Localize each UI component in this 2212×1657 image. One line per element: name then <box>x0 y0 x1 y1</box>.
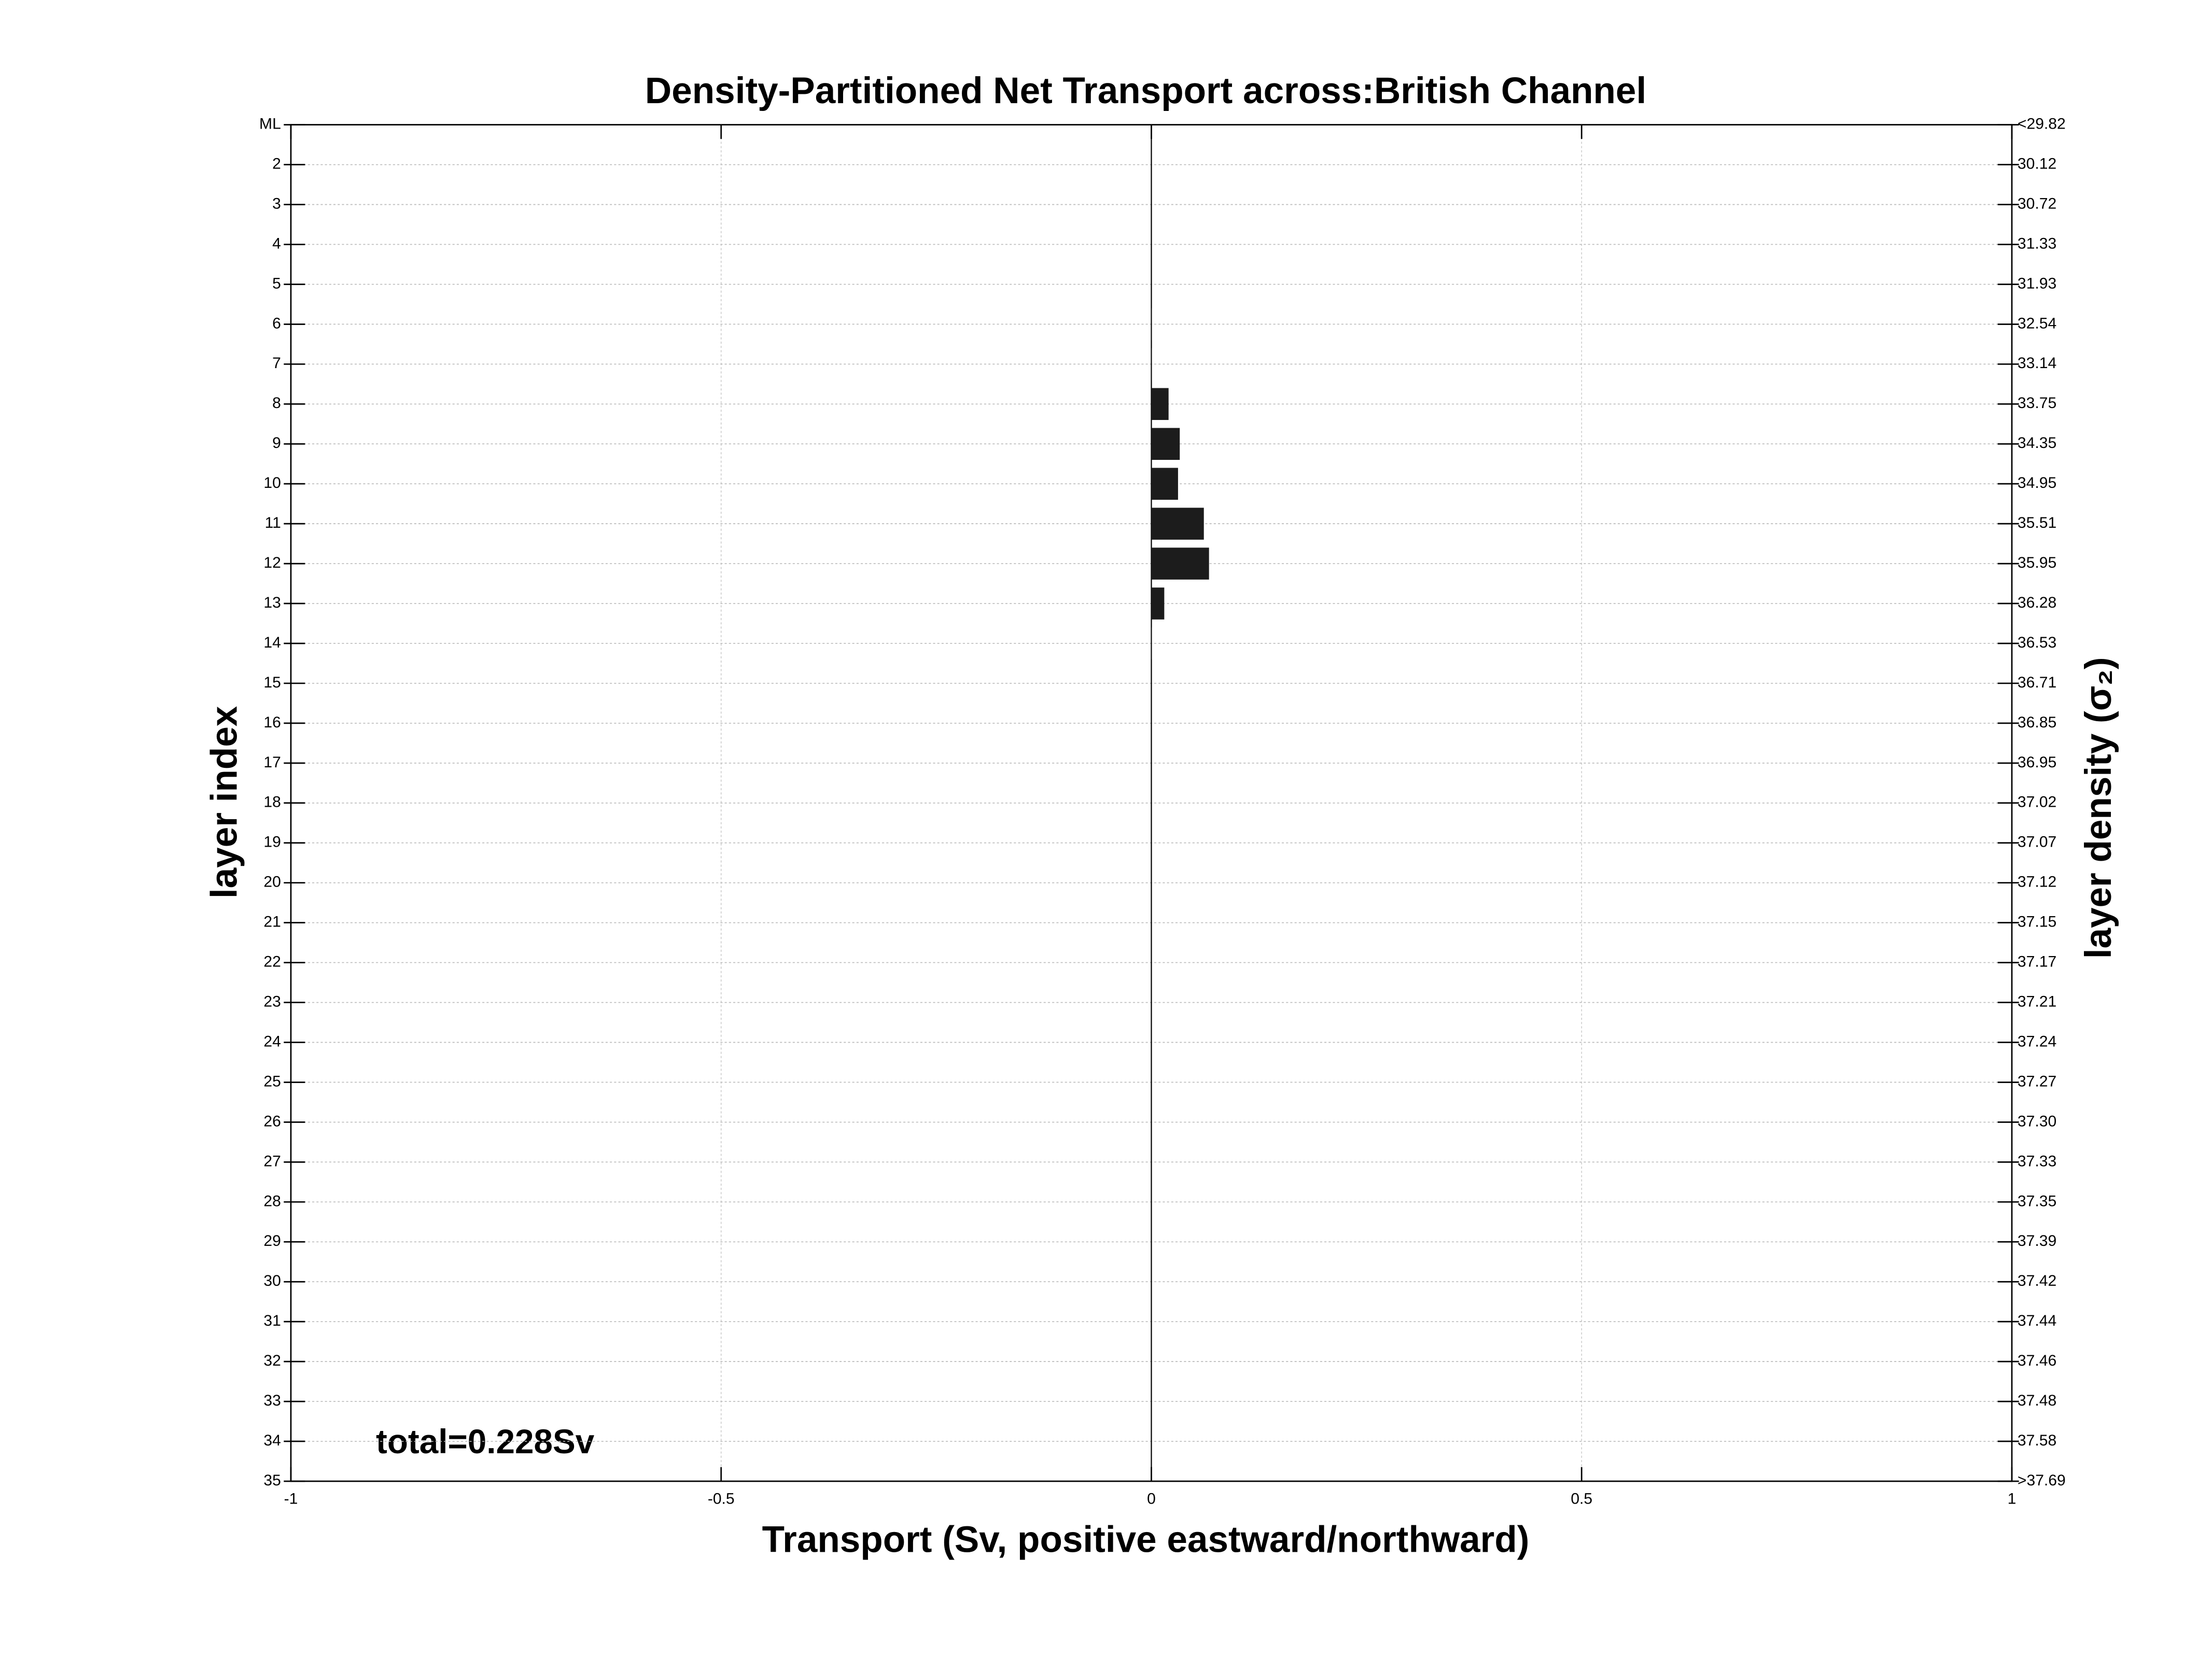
y-tick-label: 22 <box>263 953 281 971</box>
y-tick-label: 21 <box>263 914 281 931</box>
y2-tick-label: 37.02 <box>2018 794 2056 811</box>
y2-tick-label: 36.71 <box>2018 674 2056 691</box>
bar <box>1151 428 1180 460</box>
y2-tick-label: 37.07 <box>2018 834 2056 851</box>
y-tick-label: 24 <box>263 1033 281 1050</box>
y2-tick-label: 35.95 <box>2018 554 2056 571</box>
bar <box>1151 468 1178 500</box>
y2-tick-label: 37.15 <box>2018 914 2056 931</box>
y-tick-label: 20 <box>263 874 281 891</box>
bar <box>1151 348 1152 381</box>
y2-tick-label: 37.44 <box>2018 1312 2056 1329</box>
y2-tick-label: 37.48 <box>2018 1392 2056 1409</box>
y2-tick-label: 37.27 <box>2018 1073 2056 1090</box>
y2-tick-label: 35.51 <box>2018 514 2056 531</box>
y-tick-label: 34 <box>263 1432 281 1449</box>
y2-tick-label: 30.12 <box>2018 155 2056 172</box>
y-tick-label: 9 <box>272 434 281 452</box>
y2-tick-label: <29.82 <box>2018 116 2066 133</box>
bar <box>1151 587 1165 620</box>
y2-tick-label: 37.17 <box>2018 953 2056 971</box>
y2-tick-label: 32.54 <box>2018 315 2056 332</box>
y-tick-label: 25 <box>263 1073 281 1090</box>
y-tick-label: 15 <box>263 674 281 691</box>
y-tick-label: ML <box>259 116 281 133</box>
y-tick-label: 12 <box>263 554 281 571</box>
y2-tick-label: 33.75 <box>2018 395 2056 412</box>
y2-tick-label: 34.95 <box>2018 474 2056 492</box>
y2-tick-label: 37.33 <box>2018 1153 2056 1170</box>
y2-tick-label: 37.39 <box>2018 1232 2056 1249</box>
y2-tick-label: 37.58 <box>2018 1432 2056 1449</box>
y2-tick-label: 37.42 <box>2018 1272 2056 1289</box>
bar <box>1151 627 1152 659</box>
y-axis-label: layer index <box>204 706 245 898</box>
y2-tick-label: 37.35 <box>2018 1192 2056 1210</box>
annotation: total=0.228Sv <box>376 1423 595 1461</box>
y2-tick-label: 36.53 <box>2018 634 2056 651</box>
y2-tick-label: 33.14 <box>2018 355 2056 372</box>
y-tick-label: 8 <box>272 395 281 412</box>
y-tick-label: 29 <box>263 1232 281 1249</box>
y2-tick-label: 36.85 <box>2018 714 2056 731</box>
x-tick-label: 1 <box>2008 1490 2017 1507</box>
y-tick-label: 5 <box>272 275 281 292</box>
y-tick-label: 14 <box>263 634 281 651</box>
y2-tick-label: >37.69 <box>2018 1472 2066 1489</box>
y2-tick-label: 31.33 <box>2018 235 2056 252</box>
y-tick-label: 26 <box>263 1113 281 1130</box>
y-tick-label: 18 <box>263 794 281 811</box>
y2-tick-label: 31.93 <box>2018 275 2056 292</box>
y2-tick-label: 37.12 <box>2018 874 2056 891</box>
y-tick-label: 3 <box>272 195 281 212</box>
y-tick-label: 13 <box>263 594 281 611</box>
x-axis-label: Transport (Sv, positive eastward/northwa… <box>762 1519 1530 1560</box>
y2-tick-label: 36.28 <box>2018 594 2056 611</box>
y-tick-label: 19 <box>263 834 281 851</box>
y2-tick-label: 37.46 <box>2018 1352 2056 1369</box>
y2-tick-label: 37.24 <box>2018 1033 2056 1050</box>
bar <box>1151 388 1169 420</box>
x-tick-label: -0.5 <box>708 1490 735 1507</box>
y2-axis-label: layer density (σ₂) <box>2078 657 2119 959</box>
x-tick-label: 0.5 <box>1571 1490 1592 1507</box>
y-tick-label: 16 <box>263 714 281 731</box>
x-tick-label: -1 <box>284 1490 298 1507</box>
y-tick-label: 28 <box>263 1192 281 1210</box>
bar <box>1151 308 1152 341</box>
y-tick-label: 7 <box>272 355 281 372</box>
y2-tick-label: 34.35 <box>2018 434 2056 452</box>
y-tick-label: 4 <box>272 235 281 252</box>
y-tick-label: 32 <box>263 1352 281 1369</box>
y-tick-label: 33 <box>263 1392 281 1409</box>
y2-tick-label: 37.30 <box>2018 1113 2056 1130</box>
y-tick-label: 27 <box>263 1153 281 1170</box>
chart-title: Density-Partitioned Net Transport across… <box>645 71 1646 111</box>
y-tick-label: 11 <box>265 514 281 531</box>
y-tick-label: 31 <box>263 1312 281 1329</box>
y-tick-label: 17 <box>263 754 281 771</box>
y-tick-label: 10 <box>263 474 281 492</box>
bar <box>1151 547 1209 580</box>
x-tick-label: 0 <box>1147 1490 1156 1507</box>
y-tick-label: 23 <box>263 993 281 1010</box>
y-tick-label: 2 <box>272 155 281 172</box>
y2-tick-label: 37.21 <box>2018 993 2056 1010</box>
y-tick-label: 35 <box>263 1472 281 1489</box>
y-tick-label: 6 <box>272 315 281 332</box>
bar <box>1151 508 1204 540</box>
y-tick-label: 30 <box>263 1272 281 1289</box>
y2-tick-label: 30.72 <box>2018 195 2056 212</box>
y2-tick-label: 36.95 <box>2018 754 2056 771</box>
